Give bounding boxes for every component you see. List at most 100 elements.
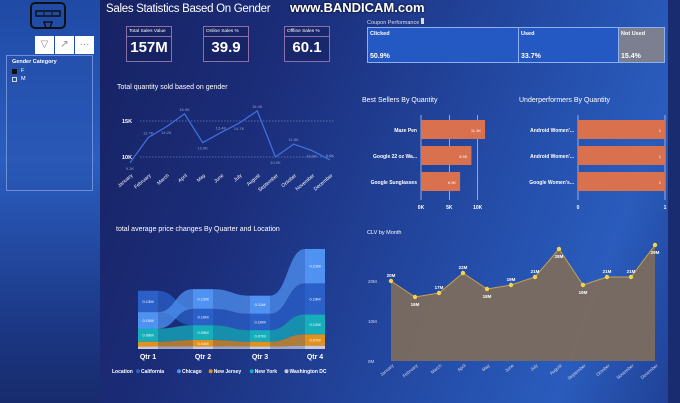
focus-mode-button[interactable]: ↗	[55, 36, 74, 54]
ribbon-segment	[250, 341, 270, 347]
bar	[421, 172, 461, 191]
hierarchy-logo-icon	[30, 2, 66, 29]
x-tick-label: Qtr 3	[252, 354, 268, 361]
data-label: 11.3K	[471, 128, 481, 133]
ribbon-segment	[193, 289, 213, 309]
x-tick-label: 0K	[418, 205, 425, 211]
kpi-total-sales: Total Sales Value 157M	[126, 26, 172, 62]
treemap-clicked[interactable]: Clicked 50.9%	[367, 27, 519, 63]
data-label: 20M	[387, 273, 396, 278]
cursor-icon	[420, 18, 424, 24]
ribbon-segment	[250, 330, 270, 342]
x-tick-label: August	[246, 173, 262, 188]
data-label: 8.9K	[459, 154, 468, 159]
left-panel	[0, 0, 100, 403]
slicer-option-f[interactable]: F	[12, 68, 24, 74]
ribbon-chicago	[213, 289, 250, 314]
data-label: 16.4K	[252, 104, 263, 109]
y-tick-label: 10M	[368, 319, 377, 324]
y-tick-label: 10K	[122, 155, 132, 161]
data-label: 16M	[411, 302, 420, 307]
data-label: 21M	[627, 269, 636, 274]
watermark: www.BANDICAM.com	[290, 0, 425, 15]
quantity-line-chart: 10K 15K 9.2K January 12.7K February 14.2K March…	[117, 104, 335, 193]
more-options-button[interactable]: ···	[75, 36, 94, 54]
data-label: 12.7K	[143, 131, 154, 136]
area-fill	[391, 245, 655, 361]
data-point	[460, 270, 466, 276]
slicer-title: Gender Category	[12, 59, 57, 65]
ribbon-new-york	[213, 325, 250, 342]
data-label: 13.4K	[216, 126, 227, 131]
page-title: Sales Statistics Based On Gender	[106, 3, 271, 15]
data-label: 19M	[579, 290, 588, 295]
bar	[578, 120, 665, 139]
x-tick-label: January	[117, 173, 135, 189]
data-label: 6.9K	[448, 180, 457, 185]
x-tick-label: October	[595, 363, 611, 377]
ribbon-segment	[193, 339, 213, 347]
data-label: 29M	[651, 250, 660, 255]
data-point	[388, 278, 394, 284]
ribbon-chicago	[270, 248, 305, 314]
y-tick-label: 20M	[368, 279, 377, 284]
kpi-label: Offline Sales %	[285, 27, 329, 37]
ribbon-segment	[193, 346, 213, 349]
data-label: 0.12M	[197, 296, 208, 301]
data-label: 9.2K	[126, 166, 135, 171]
x-tick-label: March	[156, 173, 171, 187]
data-label: 1	[659, 128, 662, 133]
checkbox-checked-icon[interactable]	[12, 68, 17, 74]
data-label: 0.10M	[142, 318, 153, 323]
ribbon-california	[213, 308, 250, 331]
legend-item: California	[141, 369, 164, 375]
legend-marker	[208, 369, 213, 374]
data-label: 0.08M	[142, 333, 153, 338]
checkbox-unchecked-icon[interactable]	[12, 76, 17, 82]
x-tick-label: 10K	[473, 205, 483, 211]
data-label: 12.0K	[198, 146, 209, 151]
legend-marker	[284, 369, 289, 374]
x-tick-label: 1	[664, 205, 667, 211]
clv-area-chart: 0M 10M 20M 20M January 16M February 17M March 22M…	[368, 242, 660, 381]
data-label: 16.0K	[179, 107, 190, 112]
kpi-online-sales: Online Sales % 39.9	[203, 26, 249, 62]
data-label: 0.21M	[309, 264, 320, 269]
data-point	[580, 282, 586, 288]
data-point	[436, 290, 442, 296]
ribbon-new-jersey	[270, 334, 305, 347]
kpi-label: Total Sales Value	[127, 27, 171, 37]
ribbon-segment	[138, 290, 158, 313]
data-label: 10.9K	[307, 154, 318, 159]
x-tick-label: Qtr 1	[140, 354, 156, 361]
treemap-used[interactable]: Used 33.7%	[518, 27, 619, 63]
data-label: 28M	[555, 254, 564, 259]
slicer-option-m[interactable]: M	[12, 76, 26, 82]
gender-slicer: Gender Category F M	[6, 55, 93, 191]
data-label: 0.13M	[142, 299, 153, 304]
kpi-value: 39.9	[211, 39, 241, 56]
data-label: 1	[659, 154, 662, 159]
ribbon-segment	[305, 248, 325, 284]
legend-marker	[136, 369, 140, 374]
kpi-label: Online Sales %	[204, 27, 248, 37]
data-label: 0.19M	[309, 296, 320, 301]
x-tick-label: December	[640, 363, 659, 380]
best-sellers-title: Best Sellers By Quantity	[362, 97, 438, 104]
option-label: M	[21, 76, 26, 82]
option-label: F	[21, 68, 25, 74]
bar	[578, 172, 665, 191]
filter-button[interactable]: ▽	[35, 36, 54, 54]
data-label: 1	[659, 180, 662, 185]
data-label: 0.11M	[255, 302, 266, 307]
treemap-not-used[interactable]: Not Used 15.4%	[618, 27, 665, 63]
ribbon-washington-dc	[213, 346, 250, 349]
ribbon-california	[270, 283, 305, 331]
data-label: 14.7K	[234, 126, 245, 131]
data-point	[484, 286, 490, 292]
series-line	[390, 244, 656, 298]
x-tick-label: January	[379, 362, 395, 377]
legend-item: New York	[255, 369, 278, 375]
legend-marker	[177, 369, 181, 374]
data-label: 17M	[435, 285, 444, 290]
